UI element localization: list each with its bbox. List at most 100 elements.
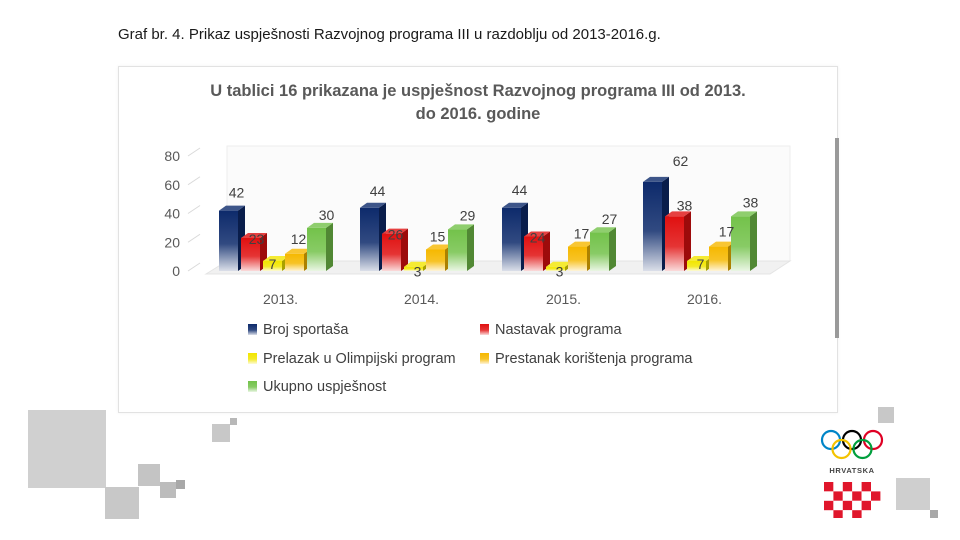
- data-label: 7: [269, 256, 277, 272]
- bar-front: [568, 246, 587, 271]
- deco-square-right-1: [878, 407, 894, 423]
- y-axis: 0 20 40 60 80: [164, 147, 201, 279]
- bar-top: [590, 227, 616, 233]
- deco-square-small-5: [230, 418, 237, 425]
- bar-top: [241, 232, 267, 238]
- y-gridline-stub: [187, 176, 201, 186]
- data-label: 23: [249, 231, 265, 247]
- data-label: 44: [370, 183, 386, 199]
- data-label: 44: [512, 182, 528, 198]
- deco-square-right-2: [896, 478, 930, 510]
- bar-top: [448, 224, 474, 230]
- olympic-ring: [831, 438, 852, 460]
- data-label: 12: [291, 231, 307, 247]
- bar-front: [404, 266, 423, 271]
- legend-swatch: [248, 324, 257, 335]
- bar-front: [665, 216, 684, 271]
- x-tick-label: 2015.: [546, 291, 581, 307]
- bar: [590, 227, 616, 271]
- legend-swatch: [480, 353, 489, 364]
- bar-front: [263, 260, 282, 271]
- olympic-ring: [852, 438, 873, 460]
- data-label: 38: [677, 197, 693, 213]
- data-label: 24: [530, 230, 546, 246]
- legend-label: Prestanak korištenja programa: [495, 351, 693, 367]
- x-tick-label: 2013.: [263, 291, 298, 307]
- bar-side: [750, 211, 757, 271]
- deco-square-small-4: [212, 424, 230, 442]
- bar-front: [219, 210, 238, 271]
- slide-caption: Graf br. 4. Prikaz uspješnosti Razvojnog…: [118, 26, 661, 43]
- checker-square: [852, 491, 862, 501]
- checker-square: [861, 500, 871, 511]
- data-label: 7: [697, 256, 705, 272]
- bar-side: [326, 222, 333, 271]
- deco-square-small-3: [176, 480, 185, 489]
- y-tick-label: 0: [172, 263, 180, 279]
- legend-label: Prelazak u Olimpijski program: [263, 351, 456, 367]
- data-label: 17: [574, 226, 590, 242]
- bar-top: [568, 241, 594, 247]
- x-axis: 2013. 2014. 2015. 2016.: [263, 291, 722, 307]
- bar-side: [609, 227, 616, 271]
- data-label: 15: [430, 228, 446, 244]
- bar-front: [546, 266, 565, 271]
- checker-square: [842, 500, 853, 511]
- checker-square: [842, 510, 853, 518]
- y-tick-label: 60: [164, 177, 180, 193]
- data-label: 38: [743, 194, 759, 210]
- bar-top: [382, 228, 408, 234]
- bar: [307, 222, 333, 271]
- x-tick-label: 2016.: [687, 291, 722, 307]
- checker-square: [861, 491, 871, 501]
- legend: Broj sportaša Nastavak programa Prelazak u…: [248, 322, 693, 395]
- bar-top: [731, 211, 757, 217]
- bar-front: [426, 249, 445, 271]
- legend-label: Nastavak programa: [495, 322, 622, 338]
- olympic-rings-icon: [820, 429, 884, 460]
- y-gridline-stub: [187, 262, 201, 272]
- data-label: 30: [319, 207, 335, 223]
- bar-top: [426, 244, 452, 250]
- bar-top: [524, 231, 550, 237]
- data-label: 27: [602, 211, 618, 227]
- deco-square-small-1: [138, 464, 160, 486]
- checker-square: [842, 491, 853, 501]
- bar: [665, 211, 691, 271]
- checker-square: [833, 510, 843, 518]
- y-gridline-stub: [187, 233, 201, 243]
- bar-front: [382, 233, 401, 271]
- bar: [568, 241, 594, 271]
- checker-square: [871, 491, 881, 501]
- croatian-checkerboard-icon: [824, 482, 881, 518]
- deco-square-medium: [105, 487, 139, 519]
- legend-swatch: [248, 381, 257, 392]
- bar-front: [360, 207, 379, 271]
- bar-top: [546, 261, 572, 267]
- y-gridline-stub: [187, 205, 201, 214]
- bar-top: [687, 255, 713, 261]
- legend-item: Prestanak korištenja programa: [480, 351, 693, 367]
- checker-square: [824, 482, 834, 492]
- checker-square: [861, 482, 871, 492]
- frame-accent-bar: [835, 138, 839, 338]
- bar-side: [543, 231, 550, 271]
- bar-side: [467, 224, 474, 271]
- bar-chart: U tablici 16 prikazana je uspješnost Raz…: [164, 82, 792, 395]
- checker-square: [833, 491, 843, 501]
- checker-square: [852, 500, 862, 511]
- data-label: 62: [673, 153, 689, 169]
- checker-square: [824, 491, 834, 501]
- checker-square: [871, 500, 881, 511]
- bar-top: [502, 202, 528, 208]
- legend-swatch: [248, 353, 257, 364]
- bar-front: [241, 237, 260, 271]
- data-labels: 42 44 44 62 23 26 24 38 7 3 3 7 12 15 17 17 30 29 27 38: [229, 153, 759, 280]
- bar-top: [643, 176, 669, 182]
- bar: [448, 224, 474, 271]
- bar-front: [502, 207, 521, 271]
- checker-square: [833, 482, 843, 492]
- bar-front: [731, 216, 750, 271]
- bar-top: [360, 202, 386, 208]
- bar: [382, 228, 408, 271]
